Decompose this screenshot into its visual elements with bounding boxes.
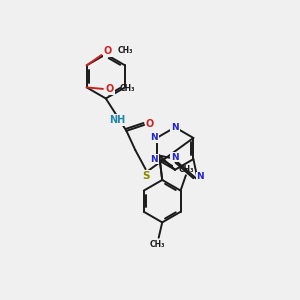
Text: N: N xyxy=(171,123,179,132)
Text: CH₃: CH₃ xyxy=(178,165,194,174)
Text: N: N xyxy=(196,172,204,182)
Text: S: S xyxy=(142,171,150,181)
Text: CH₃: CH₃ xyxy=(118,46,133,55)
Text: O: O xyxy=(104,46,112,56)
Text: N: N xyxy=(151,154,158,164)
Text: O: O xyxy=(106,84,114,94)
Text: CH₃: CH₃ xyxy=(150,240,166,249)
Text: O: O xyxy=(145,119,154,129)
Text: N: N xyxy=(151,134,158,142)
Text: N: N xyxy=(171,153,178,162)
Text: NH: NH xyxy=(110,115,126,125)
Text: CH₃: CH₃ xyxy=(120,84,135,93)
